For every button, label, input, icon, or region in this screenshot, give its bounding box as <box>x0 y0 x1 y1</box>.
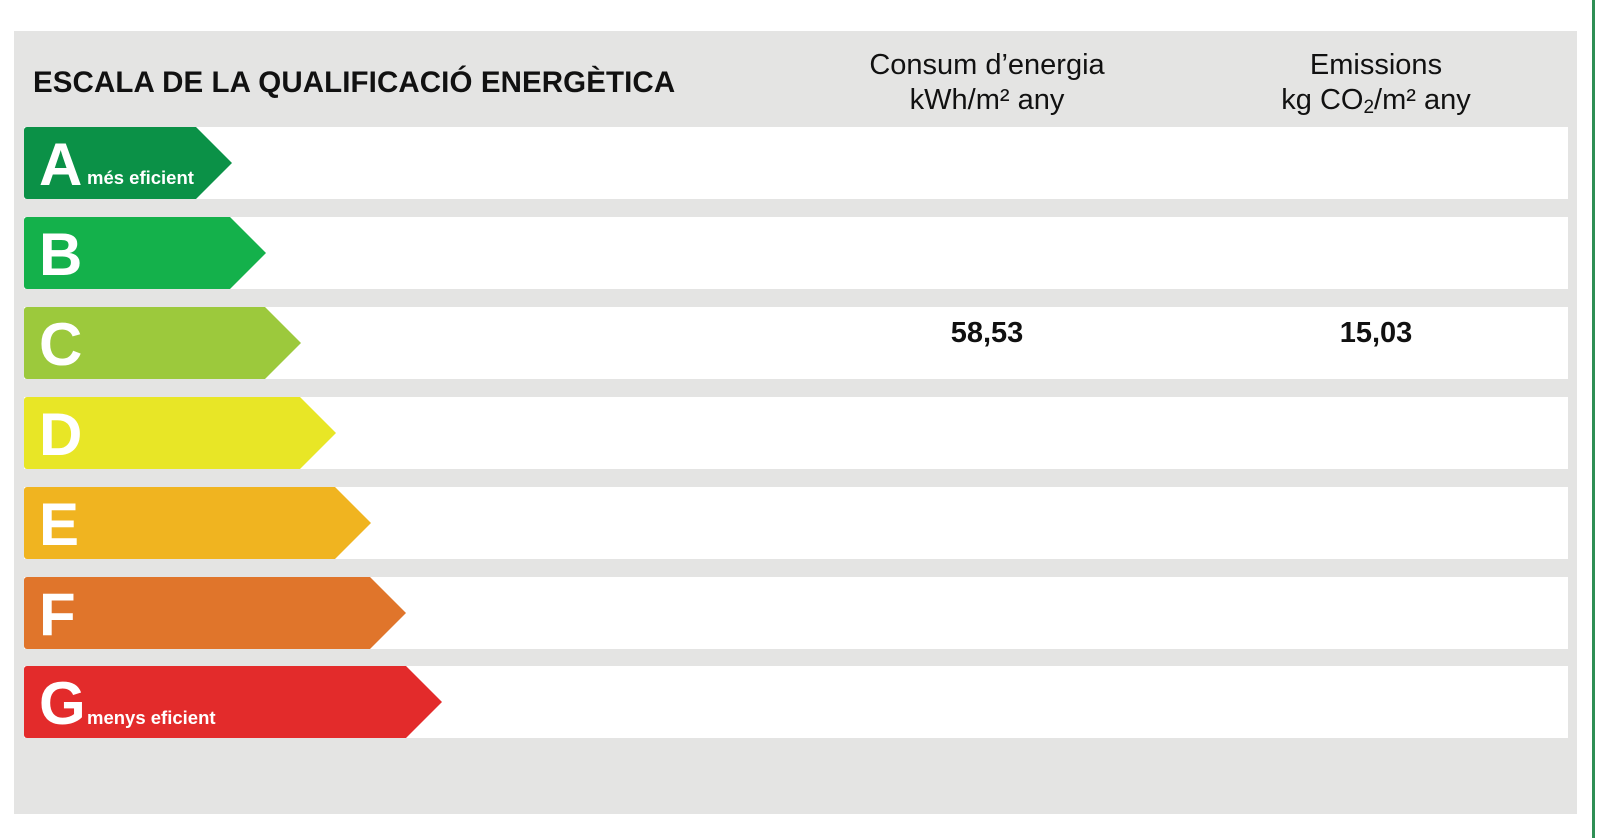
rating-letter: G <box>39 670 86 737</box>
scale-title: ESCALA DE LA QUALIFICACIÓ ENERGÈTICA <box>33 66 676 99</box>
energy-consumption-value <box>817 217 1157 269</box>
rating-sublabel: més eficient <box>87 167 194 188</box>
emissions-label: Emissions <box>1309 49 1443 81</box>
rating-row-value-bg <box>452 307 1568 379</box>
energy-consumption-label: Consum d’energia <box>869 49 1105 81</box>
rating-sublabel: menys eficient <box>87 707 216 728</box>
energy-consumption-value: 58,53 <box>950 317 1024 349</box>
emissions-unit: kg CO2/m² any <box>1281 84 1471 118</box>
rating-letter: D <box>39 401 83 468</box>
rating-row-c: C 58,53 15,03 <box>24 307 1568 379</box>
emissions-value <box>1206 487 1546 539</box>
rating-arrow-c: C <box>24 307 301 379</box>
energy-consumption-value <box>817 397 1157 449</box>
rating-arrow-b: B <box>24 217 266 289</box>
energy-consumption-unit: kWh/m² any <box>909 84 1065 116</box>
emissions-value <box>1206 577 1546 629</box>
rating-arrow-d: D <box>24 397 336 469</box>
rating-row-b: B <box>24 217 1568 289</box>
rating-row-d: D <box>24 397 1568 469</box>
energy-consumption-value <box>817 577 1157 629</box>
rating-letter: F <box>39 581 76 648</box>
emissions-value <box>1206 666 1546 718</box>
energy-consumption-value <box>817 127 1157 179</box>
rating-letter: E <box>39 491 80 558</box>
energy-consumption-value <box>817 666 1157 718</box>
emissions-value: 15,03 <box>1339 317 1413 349</box>
emissions-value <box>1206 127 1546 179</box>
energy-consumption-header: Consum d’energia kWh/m² any <box>817 48 1157 118</box>
emissions-value <box>1206 397 1546 449</box>
rating-row-value-bg <box>452 487 1568 559</box>
rating-arrow-f: F <box>24 577 406 649</box>
rating-letter: A <box>39 131 83 198</box>
right-border-line <box>1592 0 1595 838</box>
rating-row-value-bg <box>452 666 1568 738</box>
rating-letter: C <box>39 311 83 378</box>
rating-row-value-bg <box>452 397 1568 469</box>
energy-consumption-value <box>817 487 1157 539</box>
rating-row-value-bg <box>452 217 1568 289</box>
rating-letter: B <box>39 221 83 288</box>
emissions-value <box>1206 217 1546 269</box>
rating-row-f: F <box>24 577 1568 649</box>
rating-row-value-bg <box>452 577 1568 649</box>
rating-row-value-bg <box>452 127 1568 199</box>
emissions-header: Emissions kg CO2/m² any <box>1206 48 1546 118</box>
rating-arrow-e: E <box>24 487 371 559</box>
rating-row-e: E <box>24 487 1568 559</box>
